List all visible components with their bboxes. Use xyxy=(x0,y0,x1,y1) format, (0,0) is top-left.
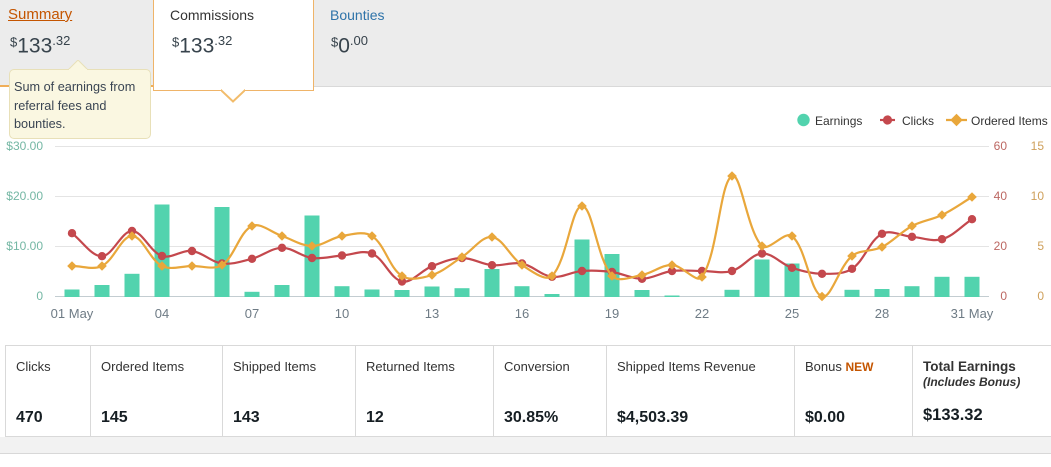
svg-text:$20.00: $20.00 xyxy=(6,189,43,203)
svg-text:10: 10 xyxy=(335,306,349,321)
svg-text:20: 20 xyxy=(994,239,1008,253)
svg-text:0: 0 xyxy=(36,289,43,303)
svg-text:16: 16 xyxy=(515,306,529,321)
svg-text:04: 04 xyxy=(155,306,169,321)
svg-text:31 May: 31 May xyxy=(951,306,994,321)
svg-text:25: 25 xyxy=(785,306,799,321)
svg-text:19: 19 xyxy=(605,306,619,321)
svg-text:10: 10 xyxy=(1031,189,1045,203)
svg-text:13: 13 xyxy=(425,306,439,321)
svg-text:$10.00: $10.00 xyxy=(6,239,43,253)
svg-text:15: 15 xyxy=(1031,139,1045,153)
svg-text:22: 22 xyxy=(695,306,709,321)
svg-text:$30.00: $30.00 xyxy=(6,139,43,153)
svg-text:60: 60 xyxy=(994,139,1008,153)
svg-text:40: 40 xyxy=(994,189,1008,203)
svg-text:28: 28 xyxy=(875,306,889,321)
svg-text:5: 5 xyxy=(1037,239,1044,253)
svg-text:0: 0 xyxy=(1000,289,1007,303)
svg-text:07: 07 xyxy=(245,306,259,321)
svg-text:0: 0 xyxy=(1037,289,1044,303)
svg-text:01 May: 01 May xyxy=(51,306,94,321)
